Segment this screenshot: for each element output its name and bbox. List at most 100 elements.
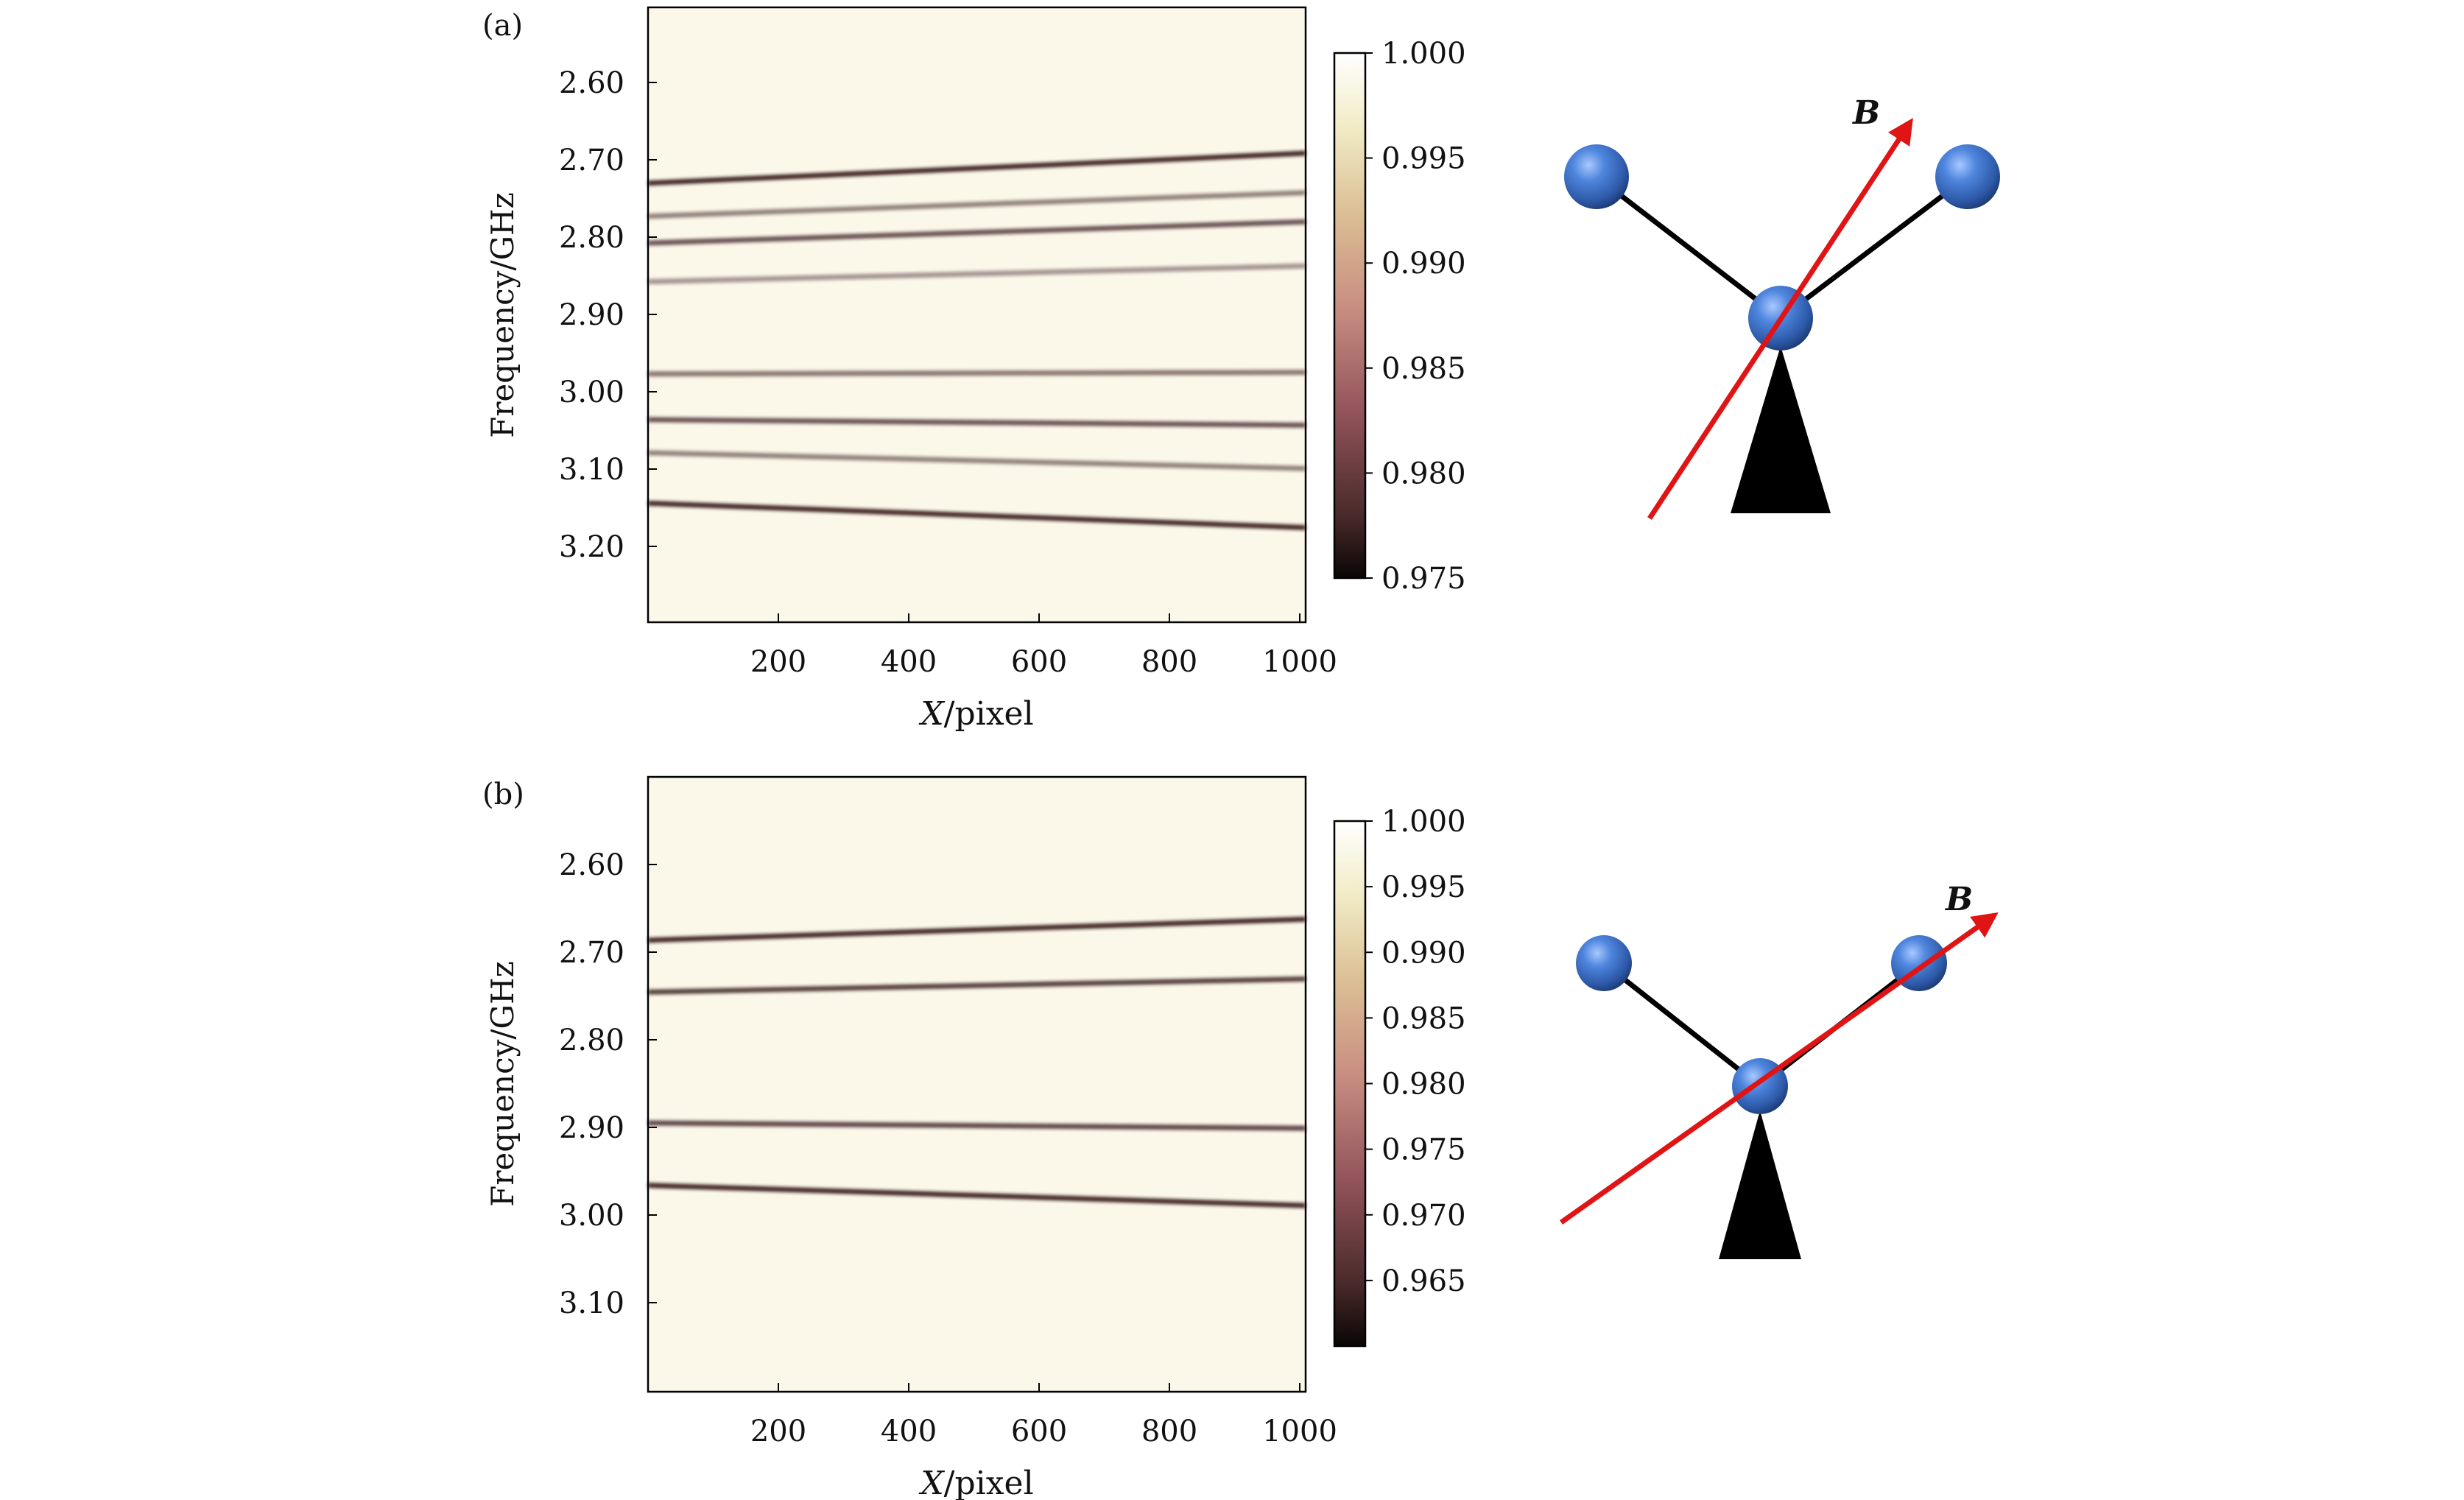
panel-b-ytick: 2.60 (559, 848, 657, 882)
panel-a-resonance-line (647, 500, 1306, 531)
panel-a-xtick-label: 1000 (1262, 645, 1337, 679)
panel-b-field-label: B (1944, 881, 1973, 918)
panel-a-colorbar-tick-label: 0.995 (1381, 142, 1466, 176)
panel-b-colorbar-tick-label: 0.995 (1381, 870, 1466, 904)
panel-a-ytick: 2.60 (559, 66, 657, 100)
panel-a-diagram: B (1564, 94, 2000, 520)
panel-b-xtick: 200 (750, 1383, 806, 1448)
panel-a-ytick-label: 2.60 (559, 66, 624, 100)
panel-a-field-arrow (1647, 118, 1913, 520)
panel-b-resonance-line (647, 976, 1306, 995)
panel-b-xtick-label: 800 (1141, 1415, 1197, 1448)
panel-b-sphere-left (1576, 935, 1632, 991)
panel-b-xtick: 1000 (1262, 1383, 1337, 1448)
panel-b-resonance-line (647, 1120, 1306, 1131)
panel-b-ytick-label: 3.10 (559, 1286, 624, 1320)
panel-a-ytick-label: 3.10 (559, 453, 624, 487)
panel-b-heatmap-background (648, 777, 1306, 1392)
panel-a-ytick: 3.00 (559, 376, 657, 409)
panel-b-colorbar-ticks: 1.000 0.995 0.990 0.985 0.980 0.975 0.970 0.965 (1365, 805, 1466, 1298)
panel-a-xlabel: X/pixel (918, 695, 1033, 733)
panel-a-sphere-right (1935, 144, 2000, 209)
panel-a-bond-right (1778, 175, 1970, 320)
panel-a-sphere-left (1564, 144, 1629, 209)
panel-b-resonance-line (647, 916, 1306, 943)
panel-a-label: (a) (482, 9, 523, 43)
panel-b-ytick: 3.10 (559, 1286, 657, 1320)
panel-a-colorbar-tick-label: 1.000 (1381, 37, 1466, 71)
panel-a-xtick-label: 600 (1011, 645, 1067, 679)
panel-b-colorbar-tick-label: 0.975 (1381, 1133, 1466, 1167)
panel-a-cone (1731, 346, 1831, 513)
panel-b-xlabel: X/pixel (918, 1465, 1033, 1500)
panel-b-xtick-label: 200 (750, 1415, 806, 1448)
panel-b-field-arrow (1559, 912, 1999, 1225)
panel-a-y-axis: 2.60 2.70 2.80 2.90 3.00 3.10 3.20 (559, 66, 657, 564)
panel-b-x-axis: 200 400 600 800 1000 (750, 1383, 1337, 1448)
panel-a-resonance-line (647, 417, 1306, 428)
panel-a-colorbar: 1.000 0.995 0.990 0.985 0.980 0.975 (1333, 37, 1466, 596)
panel-a-resonance-line (647, 450, 1306, 471)
panel-b: (b) 2.60 2.70 2.80 2.90 3.00 3.10 Freque… (482, 775, 1999, 1500)
panel-a-colorbar-tick-label: 0.990 (1381, 247, 1466, 281)
panel-a-xtick: 600 (1011, 613, 1067, 679)
panel-b-colorbar-tick-label: 0.985 (1381, 1001, 1466, 1035)
panel-a-heatmap (647, 6, 1307, 624)
panel-a-colorbar-tick-label: 0.975 (1381, 562, 1466, 596)
panel-b-label: (b) (482, 778, 524, 811)
panel-a-resonance-line (647, 219, 1306, 246)
panel-b-y-axis: 2.60 2.70 2.80 2.90 3.00 3.10 (559, 848, 657, 1320)
panel-a-xtick: 200 (750, 613, 806, 679)
panel-b-diagram: B (1559, 881, 1999, 1259)
panel-b-ylabel: Frequency/GHz (485, 961, 521, 1207)
panel-a-ytick: 2.70 (559, 144, 657, 177)
panel-a-xtick: 800 (1141, 613, 1197, 679)
panel-b-colorbar-tick-label: 0.970 (1381, 1199, 1466, 1233)
panel-a-resonance-line (647, 263, 1306, 285)
panel-a-colorbar-tick-label: 0.985 (1381, 352, 1466, 386)
panel-a-ytick: 2.80 (559, 221, 657, 255)
panel-a-ytick-label: 3.20 (559, 530, 624, 564)
panel-b-frame (647, 775, 1307, 1393)
panel-b-resonance-line (647, 1183, 1306, 1208)
panel-a-resonance-lines (647, 150, 1306, 531)
panel-b-ytick: 2.80 (559, 1024, 657, 1057)
panel-a-colorbar-tick-label: 0.980 (1381, 457, 1466, 490)
panel-b-colorbar-gradient (1333, 820, 1367, 1348)
panel-b-colorbar-tick-label: 1.000 (1381, 805, 1466, 839)
panel-b-ytick-label: 2.90 (559, 1111, 624, 1145)
panel-b-resonance-lines (647, 916, 1306, 1208)
panel-b-colorbar-tick-label: 0.990 (1381, 936, 1466, 970)
panel-a-xtick-label: 200 (750, 645, 806, 679)
panel-a-ytick-label: 2.80 (559, 221, 624, 255)
panel-a-resonance-line (647, 150, 1306, 186)
panel-b-xtick: 600 (1011, 1383, 1067, 1448)
panel-a: (a) 2.60 2.70 2.80 2.90 3.00 3.10 3.20 F… (482, 6, 2000, 733)
panel-a-xtick-label: 400 (881, 645, 937, 679)
panel-b-colorbar-tick-label: 0.965 (1381, 1264, 1466, 1298)
panel-b-ytick: 3.00 (559, 1199, 657, 1233)
panel-b-xtick: 400 (881, 1383, 937, 1448)
panel-a-xtick: 400 (881, 613, 937, 679)
panel-a-bond-left (1594, 175, 1783, 320)
panel-a-ytick-label: 2.90 (559, 298, 624, 332)
panel-a-ytick: 2.90 (559, 298, 657, 332)
panel-b-ytick: 2.90 (559, 1111, 657, 1145)
panel-a-field-label: B (1851, 94, 1880, 132)
panel-b-heatmap (647, 775, 1307, 1393)
panel-a-ytick-label: 2.70 (559, 144, 624, 177)
panel-b-ytick-label: 2.60 (559, 848, 624, 882)
panel-b-colorbar-tick-label: 0.980 (1381, 1068, 1466, 1102)
panel-b-xtick-label: 1000 (1262, 1415, 1337, 1448)
panel-b-bond-left (1602, 961, 1762, 1088)
panel-b-ytick-label: 2.70 (559, 936, 624, 970)
panel-b-xtick: 800 (1141, 1383, 1197, 1448)
panel-a-ytick: 3.20 (559, 530, 657, 564)
panel-b-cone (1719, 1110, 1801, 1259)
panel-a-x-axis: 200 400 600 800 1000 (750, 613, 1337, 679)
panel-a-ytick: 3.10 (559, 453, 657, 487)
panel-a-ylabel: Frequency/GHz (485, 192, 521, 438)
panel-b-colorbar: 1.000 0.995 0.990 0.985 0.980 0.975 0.970 0.965 (1333, 805, 1466, 1348)
panel-a-xtick-label: 800 (1141, 645, 1197, 679)
